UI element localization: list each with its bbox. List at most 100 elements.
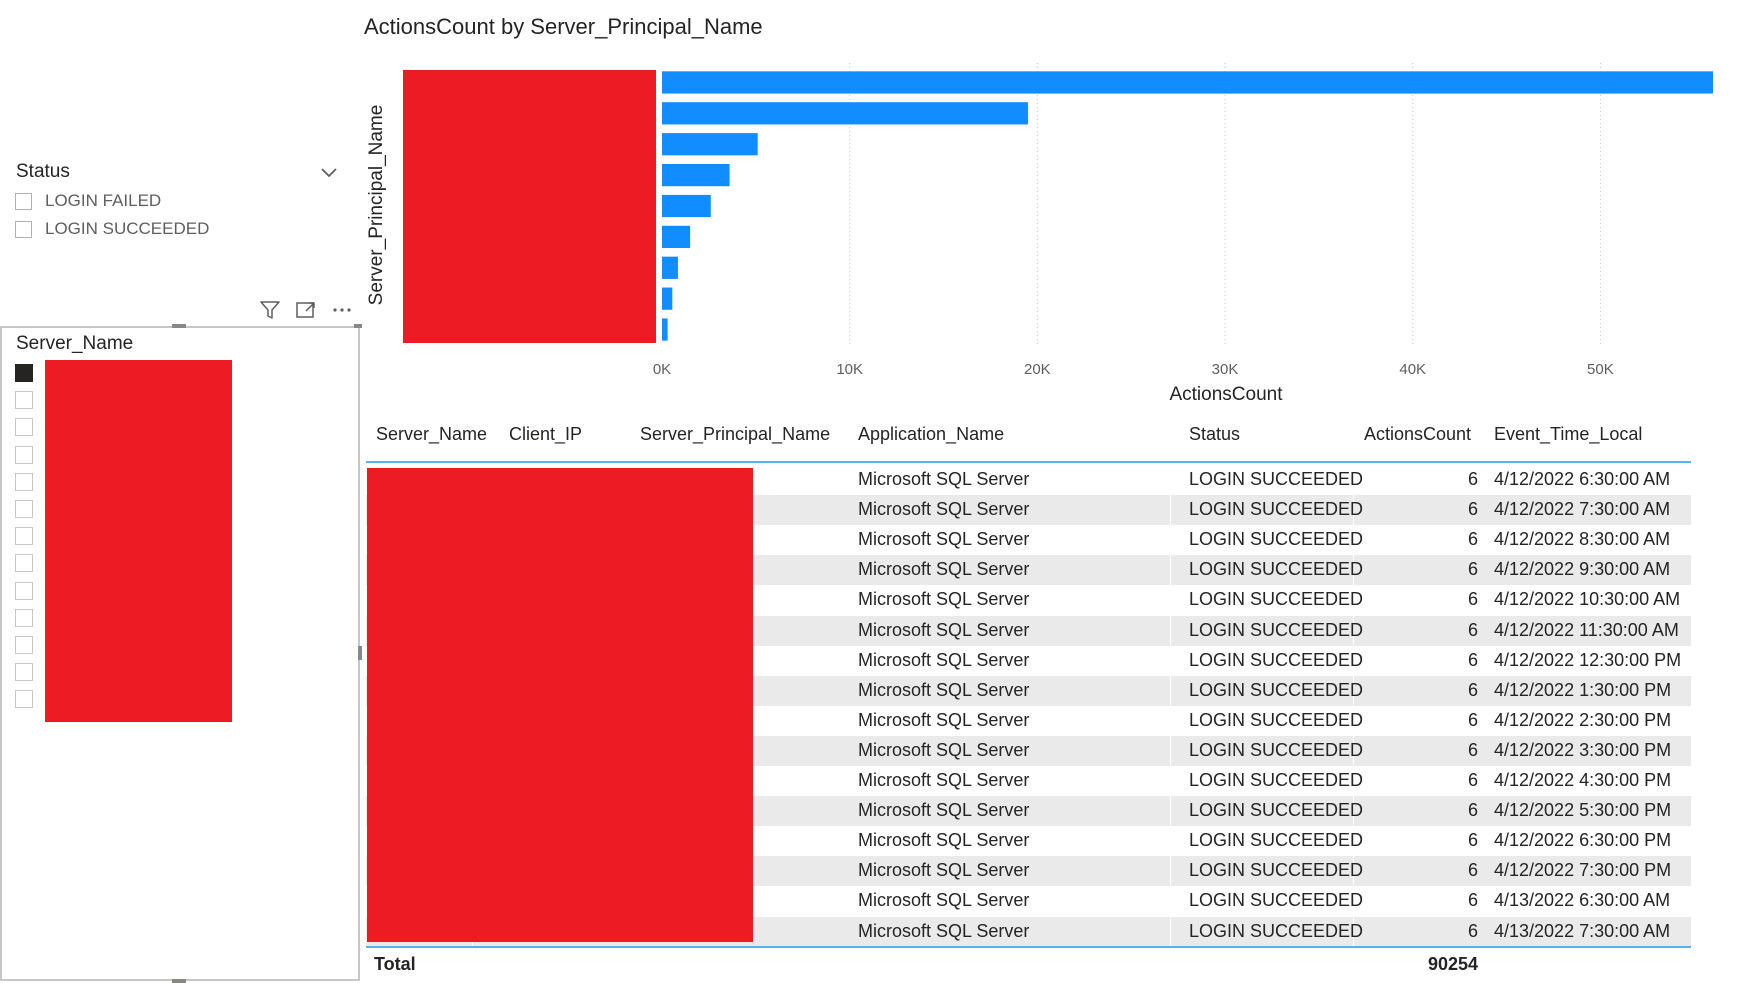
column-separator: [1170, 735, 1171, 766]
status-cell: LOGIN SUCCEEDED: [1189, 830, 1364, 851]
column-separator: [1353, 645, 1354, 676]
resize-handle-top-right[interactable]: [354, 324, 362, 328]
event-time-cell: 4/12/2022 7:30:00 AM: [1494, 499, 1671, 520]
column-separator: [1170, 495, 1171, 526]
actions-count-cell: 6: [1467, 619, 1478, 640]
bar[interactable]: [662, 256, 678, 279]
server-name-checkbox[interactable]: [15, 527, 33, 546]
server-name-slicer-title: Server_Name: [16, 333, 134, 354]
event-time-cell: 4/12/2022 1:30:00 PM: [1494, 679, 1672, 700]
bar-chart: 0K 10K 20K 30K 40K 50K ActionsCount Server_Pr…: [366, 63, 1713, 405]
actions-count-cell: 6: [1467, 499, 1478, 520]
actions-count-cell: 6: [1467, 469, 1478, 489]
column-header[interactable]: Server_Principal_Name: [640, 424, 831, 444]
status-slicer-title: Status: [16, 161, 70, 182]
actions-count-cell: 6: [1467, 830, 1478, 851]
status-cell: LOGIN SUCCEEDED: [1189, 589, 1364, 610]
column-header[interactable]: ActionsCount: [1364, 424, 1472, 444]
column-separator: [1170, 766, 1171, 796]
server-name-checkbox[interactable]: [15, 690, 33, 709]
application-name-cell: Microsoft SQL Server: [858, 890, 1030, 911]
server-name-checkbox[interactable]: [15, 636, 33, 654]
chart-title: ActionsCount by Server_Principal_Name: [364, 14, 763, 39]
column-separator: [1353, 856, 1354, 887]
actions-count-cell: 6: [1467, 800, 1478, 821]
event-time-cell: 4/12/2022 4:30:00 PM: [1494, 770, 1672, 790]
total-label: Total: [374, 954, 416, 974]
status-checkbox-login-succeeded[interactable]: [15, 220, 32, 238]
server-name-checkbox[interactable]: [15, 663, 33, 682]
column-separator: [1170, 465, 1171, 495]
x-tick-label: 40K: [1399, 361, 1426, 378]
event-time-cell: 4/12/2022 10:30:00 AM: [1494, 589, 1681, 610]
total-rule: [366, 946, 1691, 948]
focus-mode-icon[interactable]: [294, 298, 318, 322]
actions-count-cell: 6: [1467, 920, 1478, 941]
server-name-checkbox[interactable]: [15, 581, 33, 600]
application-name-cell: Microsoft SQL Server: [858, 589, 1030, 610]
event-time-cell: 4/12/2022 8:30:00 AM: [1494, 529, 1671, 550]
server-name-checkbox[interactable]: [15, 472, 33, 491]
event-time-cell: 4/13/2022 6:30:00 AM: [1494, 890, 1671, 911]
status-option-login-failed[interactable]: LOGIN FAILED: [15, 188, 161, 214]
bar[interactable]: [662, 225, 691, 249]
bar[interactable]: [662, 163, 730, 187]
status-cell: LOGIN SUCCEEDED: [1189, 920, 1364, 941]
resize-handle-bottom[interactable]: [172, 979, 186, 983]
bar[interactable]: [662, 71, 1713, 94]
bar[interactable]: [662, 102, 1028, 125]
bar[interactable]: [662, 133, 758, 156]
server-name-checkbox[interactable]: [15, 391, 33, 410]
column-header[interactable]: Status: [1189, 424, 1241, 444]
column-separator: [1353, 705, 1354, 736]
server-name-checkbox[interactable]: [15, 364, 33, 382]
server-name-checkbox[interactable]: [15, 608, 33, 627]
bar[interactable]: [662, 287, 673, 310]
bar[interactable]: [662, 318, 668, 341]
actions-count-cell: 6: [1467, 709, 1478, 730]
x-tick-label: 0K: [653, 361, 671, 378]
column-separator: [1170, 705, 1171, 736]
column-header[interactable]: Server_Name: [376, 424, 488, 444]
resize-handle-top[interactable]: [172, 324, 186, 328]
event-time-cell: 4/12/2022 9:30:00 AM: [1494, 559, 1671, 580]
column-separator: [1353, 735, 1354, 766]
redacted-table-columns: [367, 468, 753, 942]
column-separator: [1170, 525, 1171, 556]
application-name-cell: Microsoft SQL Server: [858, 559, 1030, 580]
column-separator: [1170, 916, 1171, 947]
column-header[interactable]: Client_IP: [509, 424, 583, 444]
total-value: 90254: [1427, 954, 1478, 974]
server-name-checkbox[interactable]: [15, 500, 33, 518]
column-separator: [1170, 645, 1171, 676]
column-header[interactable]: Event_Time_Local: [1494, 424, 1643, 444]
more-options-icon[interactable]: [330, 298, 354, 322]
application-name-cell: Microsoft SQL Server: [858, 469, 1030, 489]
filter-icon[interactable]: [258, 298, 282, 322]
event-time-cell: 4/12/2022 6:30:00 PM: [1494, 830, 1672, 851]
bar[interactable]: [662, 194, 711, 218]
server-name-checkbox[interactable]: [15, 445, 33, 464]
status-checkbox-login-failed[interactable]: [15, 192, 32, 210]
column-separator: [1170, 585, 1171, 616]
application-name-cell: Microsoft SQL Server: [858, 860, 1030, 881]
status-option-login-succeeded[interactable]: LOGIN SUCCEEDED: [15, 216, 209, 242]
actions-count-cell: 6: [1467, 739, 1478, 760]
application-name-cell: Microsoft SQL Server: [858, 770, 1030, 790]
column-separator: [1353, 916, 1354, 947]
column-separator: [1353, 465, 1354, 495]
column-separator: [1353, 826, 1354, 857]
server-name-checkbox[interactable]: [15, 418, 33, 437]
chevron-down-icon[interactable]: [320, 164, 338, 182]
status-option-label: LOGIN FAILED: [45, 191, 162, 210]
x-axis-title: ActionsCount: [1169, 384, 1283, 405]
column-separator: [1170, 826, 1171, 857]
header-rule: [366, 461, 1691, 463]
application-name-cell: Microsoft SQL Server: [858, 830, 1030, 851]
column-header[interactable]: Application_Name: [858, 424, 1005, 444]
resize-handle-right[interactable]: [358, 646, 362, 660]
actions-count-cell: 6: [1467, 860, 1478, 881]
application-name-cell: Microsoft SQL Server: [858, 679, 1030, 700]
server-name-checkbox[interactable]: [15, 554, 33, 573]
column-separator: [1170, 796, 1171, 827]
